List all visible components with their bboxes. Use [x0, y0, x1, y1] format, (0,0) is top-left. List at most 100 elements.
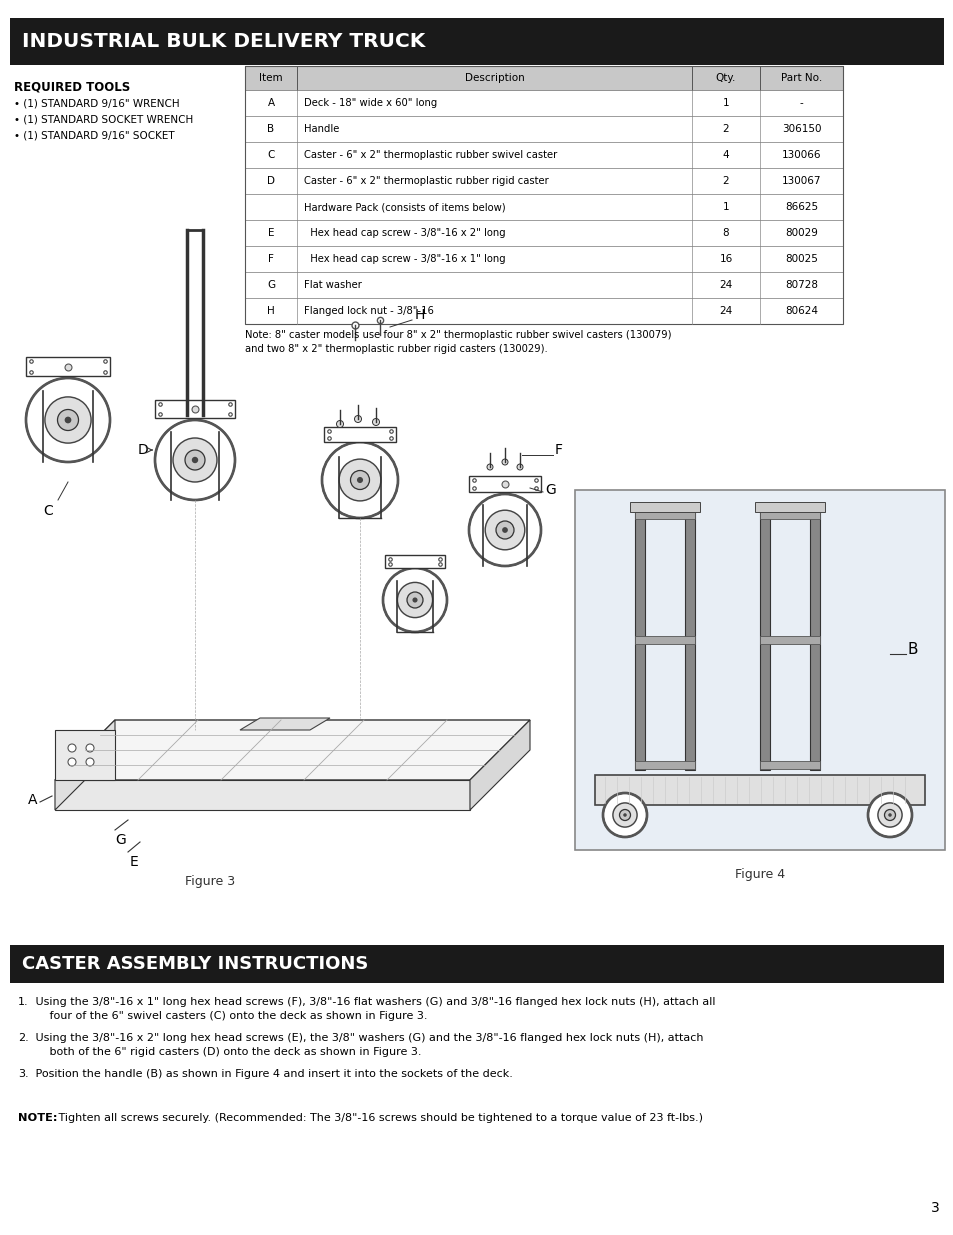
Text: NOTE:: NOTE: [18, 1113, 57, 1123]
Text: C: C [43, 504, 53, 517]
Bar [760, 511, 820, 519]
Bar [245, 90, 842, 116]
Text: Using the 3/8"-16 x 1" long hex head screws (F), 3/8"-16 flat washers (G) and 3/: Using the 3/8"-16 x 1" long hex head scr… [32, 997, 715, 1007]
Text: D: D [137, 443, 148, 457]
Bar [245, 116, 842, 142]
Bar [10, 945, 943, 983]
Bar [245, 194, 842, 220]
Bar [635, 511, 695, 519]
Bar [595, 776, 924, 805]
Circle shape [602, 793, 646, 837]
Polygon shape [55, 720, 530, 781]
Bar [760, 761, 820, 769]
Text: D: D [267, 177, 274, 186]
Polygon shape [55, 781, 470, 810]
Text: B: B [267, 124, 274, 135]
Circle shape [372, 419, 379, 426]
Text: E: E [268, 228, 274, 238]
Bar [575, 490, 944, 850]
Circle shape [469, 494, 540, 566]
Text: F: F [555, 443, 562, 457]
Text: H: H [415, 308, 425, 322]
Bar [635, 636, 695, 643]
Text: -: - [799, 98, 802, 107]
Circle shape [336, 420, 343, 427]
Bar [635, 510, 644, 769]
Text: 2: 2 [722, 177, 728, 186]
Text: 2: 2 [722, 124, 728, 135]
Bar [754, 501, 824, 513]
Text: 306150: 306150 [781, 124, 821, 135]
Bar [635, 761, 695, 769]
Text: Hex head cap screw - 3/8"-16 x 1" long: Hex head cap screw - 3/8"-16 x 1" long [304, 254, 505, 264]
Text: INDUSTRIAL BULK DELIVERY TRUCK: INDUSTRIAL BULK DELIVERY TRUCK [22, 32, 425, 51]
Text: Note: 8" caster models use four 8" x 2" thermoplastic rubber swivel casters (130: Note: 8" caster models use four 8" x 2" … [245, 330, 671, 340]
Text: 24: 24 [719, 280, 732, 290]
Text: Caster - 6" x 2" thermoplastic rubber swivel caster: Caster - 6" x 2" thermoplastic rubber sw… [304, 149, 557, 161]
Bar [245, 65, 842, 90]
Circle shape [397, 583, 432, 618]
Text: REQUIRED TOOLS: REQUIRED TOOLS [14, 80, 131, 93]
Circle shape [412, 598, 417, 603]
Text: Using the 3/8"-16 x 2" long hex head screws (E), the 3/8" washers (G) and the 3/: Using the 3/8"-16 x 2" long hex head scr… [32, 1032, 702, 1044]
Text: 3.: 3. [18, 1070, 29, 1079]
Circle shape [887, 813, 891, 816]
Circle shape [501, 459, 507, 466]
Circle shape [26, 378, 110, 462]
Text: Flat washer: Flat washer [304, 280, 361, 290]
Text: Qty.: Qty. [715, 73, 736, 83]
Circle shape [355, 415, 361, 422]
Bar [245, 168, 842, 194]
Text: G: G [115, 832, 126, 847]
Text: • (1) STANDARD SOCKET WRENCH: • (1) STANDARD SOCKET WRENCH [14, 114, 193, 124]
Text: and two 8" x 2" thermoplastic rubber rigid casters (130029).: and two 8" x 2" thermoplastic rubber rig… [245, 345, 547, 354]
Text: Figure 4: Figure 4 [734, 868, 784, 881]
Text: Position the handle (B) as shown in Figure 4 and insert it into the sockets of t: Position the handle (B) as shown in Figu… [32, 1070, 513, 1079]
Text: A: A [267, 98, 274, 107]
Circle shape [407, 592, 422, 608]
Text: 16: 16 [719, 254, 732, 264]
Circle shape [322, 442, 397, 517]
Bar [324, 427, 395, 442]
Text: Item: Item [259, 73, 282, 83]
Polygon shape [55, 720, 115, 810]
Circle shape [618, 809, 630, 820]
Circle shape [172, 438, 216, 482]
Bar [245, 142, 842, 168]
Text: F: F [268, 254, 274, 264]
Bar [154, 400, 234, 417]
Circle shape [350, 471, 369, 489]
Circle shape [486, 464, 493, 471]
Text: Caster - 6" x 2" thermoplastic rubber rigid caster: Caster - 6" x 2" thermoplastic rubber ri… [304, 177, 548, 186]
Circle shape [883, 809, 895, 820]
Circle shape [501, 527, 507, 532]
Circle shape [382, 568, 447, 632]
Text: Figure 3: Figure 3 [185, 876, 234, 888]
Text: 80029: 80029 [784, 228, 817, 238]
Bar [245, 298, 842, 324]
Circle shape [192, 457, 198, 463]
Text: H: H [267, 306, 274, 316]
Circle shape [496, 521, 514, 538]
Text: 86625: 86625 [784, 203, 818, 212]
Text: E: E [130, 855, 138, 869]
Bar [10, 19, 943, 65]
Circle shape [356, 477, 363, 483]
Polygon shape [470, 720, 530, 810]
Bar [760, 510, 769, 769]
Bar [245, 220, 842, 246]
Text: G: G [267, 280, 274, 290]
Circle shape [86, 743, 94, 752]
Text: Hardware Pack (consists of items below): Hardware Pack (consists of items below) [304, 203, 505, 212]
Circle shape [338, 459, 380, 501]
Circle shape [185, 450, 205, 471]
Circle shape [485, 510, 524, 550]
Text: Part No.: Part No. [781, 73, 821, 83]
Circle shape [86, 758, 94, 766]
Text: • (1) STANDARD 9/16" WRENCH: • (1) STANDARD 9/16" WRENCH [14, 98, 179, 107]
Circle shape [65, 416, 71, 424]
Text: 1: 1 [722, 203, 728, 212]
Text: Deck - 18" wide x 60" long: Deck - 18" wide x 60" long [304, 98, 436, 107]
Text: 1.: 1. [18, 997, 29, 1007]
Circle shape [68, 758, 76, 766]
